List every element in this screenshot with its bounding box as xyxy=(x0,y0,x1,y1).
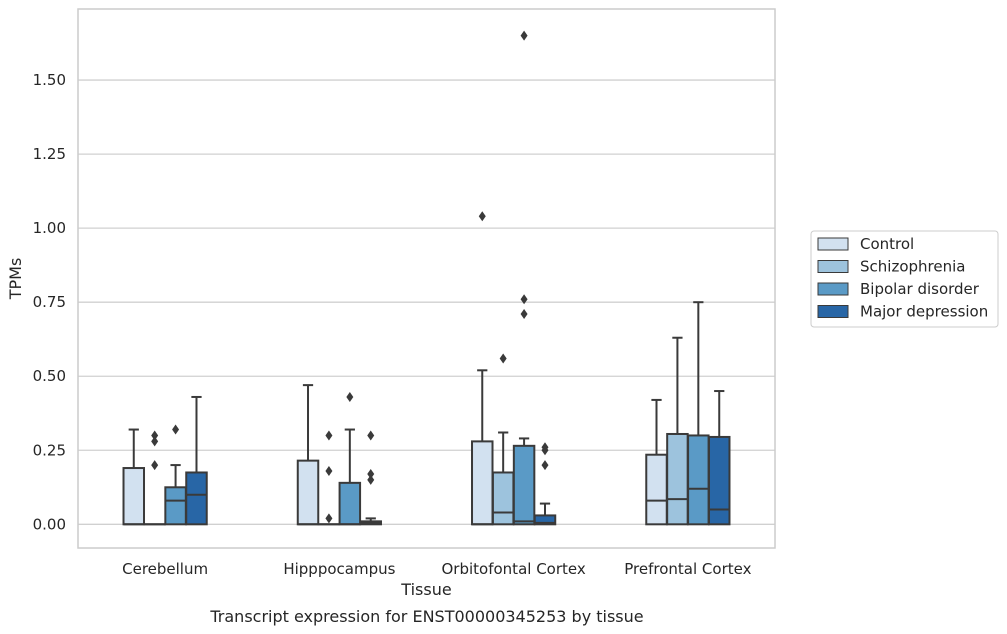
legend-frame xyxy=(810,230,999,328)
x-tick-label: Prefrontal Cortex xyxy=(624,560,751,578)
legend-label: Schizophrenia xyxy=(860,258,965,276)
legend-label: Bipolar disorder xyxy=(860,280,980,298)
outlier-point xyxy=(325,430,333,441)
box-group xyxy=(359,430,382,526)
y-tick-labels: 0.00 0.25 0.50 0.75 1.00 1.25 1.50 xyxy=(33,71,66,533)
box-rect xyxy=(185,471,208,526)
x-tick-label: Orbitofontal Cortex xyxy=(442,560,586,578)
box-group xyxy=(687,301,710,526)
x-tick-label: Cerebellum xyxy=(122,560,208,578)
legend-swatch xyxy=(817,237,849,251)
box-group xyxy=(707,390,731,526)
box-rect xyxy=(533,514,557,526)
x-tick-label: Hipppocampus xyxy=(283,560,395,578)
y-axis-title: TPMs xyxy=(6,258,25,301)
box-rect xyxy=(687,434,710,526)
legend: Control Schizophrenia Bipolar disorder Majo… xyxy=(810,230,999,328)
y-tick-label: 1.00 xyxy=(33,219,66,237)
outlier-point xyxy=(367,468,375,479)
box-group xyxy=(143,430,166,526)
box-group xyxy=(533,442,557,526)
outlier-point xyxy=(325,466,333,476)
y-tick-label: 0.50 xyxy=(33,367,66,385)
y-tick-label: 1.50 xyxy=(33,71,66,89)
outlier-point xyxy=(367,474,375,485)
outlier-point xyxy=(541,460,549,471)
outlier-point xyxy=(346,391,354,402)
outlier-point xyxy=(151,460,159,471)
outlier-point xyxy=(151,436,159,447)
legend-swatch xyxy=(817,260,849,273)
box-rect xyxy=(645,453,668,526)
box-group xyxy=(666,336,689,526)
outlier-point xyxy=(478,211,486,222)
outlier-point xyxy=(325,513,333,524)
box-rect xyxy=(164,486,187,526)
box-rect xyxy=(296,459,320,526)
y-tick-label: 0.00 xyxy=(33,515,66,533)
outlier-point xyxy=(520,309,528,320)
box-groups xyxy=(122,30,731,526)
box-group xyxy=(317,430,341,526)
box-group xyxy=(491,353,515,526)
outlier-point xyxy=(520,30,528,41)
x-tick-labels: Cerebellum Hipppocampus Orbitofontal Corte… xyxy=(122,560,751,578)
plot-frame xyxy=(77,8,776,549)
box-group xyxy=(471,211,494,526)
box-group xyxy=(645,398,668,526)
box-rect xyxy=(338,481,362,526)
box-rect xyxy=(471,440,494,526)
grid-lines xyxy=(78,79,775,525)
box-rect xyxy=(666,432,689,526)
box-group xyxy=(296,384,320,526)
legend-swatch xyxy=(817,282,849,296)
legend-items: Control Schizophrenia Bipolar disorder Majo… xyxy=(817,235,988,321)
x-axis-title: Tissue xyxy=(400,580,451,599)
legend-swatch xyxy=(817,305,849,318)
box-rect xyxy=(707,435,731,526)
box-group xyxy=(164,424,187,526)
outlier-point xyxy=(367,430,375,441)
outlier-point xyxy=(172,424,180,435)
y-tick-label: 0.25 xyxy=(33,441,66,459)
outlier-point xyxy=(541,442,549,453)
box-group xyxy=(338,391,362,526)
legend-label: Major depression xyxy=(860,303,988,321)
outlier-point xyxy=(520,294,528,305)
box-group xyxy=(512,30,536,526)
legend-label: Control xyxy=(860,235,914,253)
box-group xyxy=(185,395,208,526)
outlier-point xyxy=(499,353,507,364)
box-group xyxy=(122,428,146,526)
y-tick-label: 1.25 xyxy=(33,145,66,163)
box-rect xyxy=(122,467,146,526)
box-rect xyxy=(512,444,536,526)
chart-caption: Transcript expression for ENST0000034525… xyxy=(209,607,643,626)
y-tick-label: 0.75 xyxy=(33,293,66,311)
outlier-point xyxy=(151,430,159,441)
box-rect xyxy=(491,471,515,526)
